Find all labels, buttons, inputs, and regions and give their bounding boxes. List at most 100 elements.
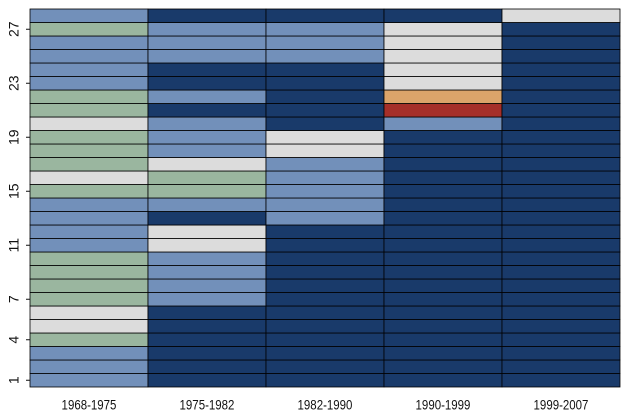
y-tick-label: 19 (6, 129, 22, 145)
heatmap-cell (383, 170, 503, 185)
heatmap-cell (501, 8, 621, 23)
heatmap-cell (383, 332, 503, 347)
heatmap-cell (147, 292, 267, 307)
heatmap-cell (265, 8, 385, 23)
heatmap-cell (383, 224, 503, 239)
heatmap-cell (147, 8, 267, 23)
heatmap-cell (501, 22, 621, 37)
heatmap-cell (29, 62, 149, 77)
heatmap-cell (265, 116, 385, 131)
heatmap-cell (29, 49, 149, 64)
heatmap-cell (147, 251, 267, 266)
heatmap-cell (147, 76, 267, 91)
heatmap-cell (383, 359, 503, 374)
heatmap-cell (265, 89, 385, 104)
heatmap-cell (501, 211, 621, 226)
heatmap-cell (383, 184, 503, 199)
heatmap-cell (383, 197, 503, 212)
heatmap-cell (383, 211, 503, 226)
heatmap-cell (29, 22, 149, 37)
heatmap-cell (29, 278, 149, 293)
heatmap-cell (29, 292, 149, 307)
heatmap-cell (265, 292, 385, 307)
heatmap-cell (383, 278, 503, 293)
heatmap-cell (29, 130, 149, 145)
heatmap-cell (147, 49, 267, 64)
heatmap-cell (29, 157, 149, 172)
heatmap-cell (501, 62, 621, 77)
heatmap-cell (265, 251, 385, 266)
heatmap-cell (147, 130, 267, 145)
heatmap-cell (147, 346, 267, 361)
heatmap-cell (265, 319, 385, 334)
heatmap-cell (265, 103, 385, 118)
y-tick-label: 15 (6, 183, 22, 199)
y-tick-label: 7 (6, 295, 22, 303)
heatmap-cell (265, 170, 385, 185)
heatmap-cell (29, 116, 149, 131)
heatmap-cell (29, 265, 149, 280)
heatmap-cell (501, 116, 621, 131)
heatmap-cell (383, 8, 503, 23)
heatmap-cell (383, 238, 503, 253)
heatmap-cell (383, 265, 503, 280)
heatmap-cell (265, 49, 385, 64)
heatmap-cell (501, 49, 621, 64)
heatmap-cell (147, 103, 267, 118)
heatmap-cell (265, 197, 385, 212)
heatmap-cell (501, 332, 621, 347)
heatmap-cell (383, 305, 503, 320)
heatmap-cell (265, 143, 385, 158)
heatmap-cell (501, 143, 621, 158)
heatmap-cell (501, 373, 621, 388)
heatmap-cell (265, 332, 385, 347)
heatmap-cell (265, 211, 385, 226)
heatmap-cell (147, 305, 267, 320)
heatmap-cell (29, 346, 149, 361)
heatmap-cell (383, 157, 503, 172)
heatmap-cell (383, 251, 503, 266)
heatmap-cell (147, 359, 267, 374)
heatmap-cell (501, 251, 621, 266)
heatmap-cell (383, 49, 503, 64)
heatmap-cell (265, 35, 385, 50)
heatmap-cell (147, 373, 267, 388)
x-tick-label: 1999-2007 (534, 397, 589, 413)
heatmap-cell (501, 103, 621, 118)
heatmap-cell (265, 278, 385, 293)
heatmap-cell (501, 238, 621, 253)
heatmap-cell (501, 157, 621, 172)
heatmap-cell (147, 211, 267, 226)
heatmap-cell (265, 184, 385, 199)
heatmap-cell (147, 184, 267, 199)
heatmap-cell (147, 35, 267, 50)
y-tick-label: 11 (6, 238, 22, 253)
heatmap-cell (265, 62, 385, 77)
x-tick-label: 1975-1982 (180, 397, 235, 413)
heatmap-cell (501, 35, 621, 50)
heatmap-cell (29, 103, 149, 118)
heatmap-cell (383, 346, 503, 361)
heatmap-cell (29, 305, 149, 320)
heatmap-cell (501, 278, 621, 293)
heatmap-cell (147, 197, 267, 212)
heatmap-cell (501, 76, 621, 91)
heatmap-cell (265, 238, 385, 253)
heatmap-cell (265, 359, 385, 374)
heatmap-cell (147, 116, 267, 131)
heatmap-cell (501, 89, 621, 104)
heatmap-cell (147, 157, 267, 172)
heatmap-cell (147, 265, 267, 280)
heatmap-cell (383, 292, 503, 307)
heatmap-cell (147, 319, 267, 334)
heatmap-cell (265, 22, 385, 37)
heatmap-cell (383, 130, 503, 145)
heatmap-cell (383, 116, 503, 131)
heatmap-cell (265, 305, 385, 320)
heatmap-cell (265, 157, 385, 172)
heatmap-cell (383, 22, 503, 37)
y-tick-label: 4 (6, 336, 22, 344)
heatmap-cell (29, 89, 149, 104)
heatmap-cell (29, 332, 149, 347)
